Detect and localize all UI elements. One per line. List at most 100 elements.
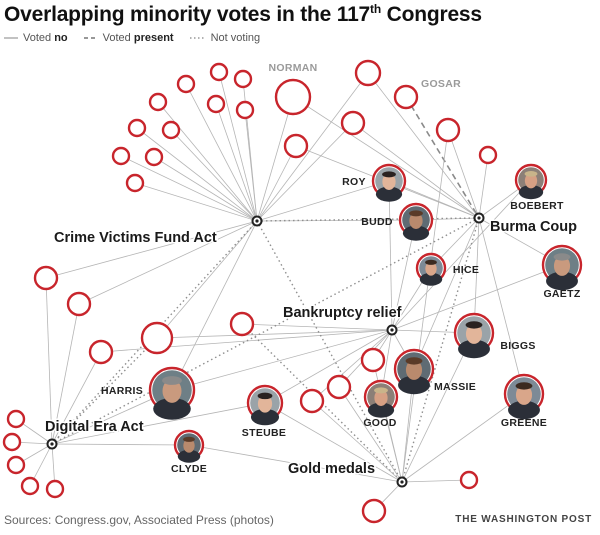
vote-edge-no	[401, 393, 525, 483]
member-node	[33, 265, 59, 291]
vote-edge-not-voting	[256, 217, 480, 222]
member-label-harris: HARRIS	[101, 385, 143, 397]
vote-edge-no	[367, 72, 480, 219]
vote-edge-no	[256, 96, 294, 222]
member-label-steube: STEUBE	[242, 427, 286, 439]
dotted-line-icon	[189, 37, 206, 39]
member-node	[144, 147, 164, 167]
vote-edge-no	[45, 220, 258, 279]
member-label-hice: HICE	[453, 264, 479, 276]
member-node	[283, 133, 309, 159]
title-end: Congress	[380, 3, 482, 26]
member-label-clyde: CLYDE	[171, 463, 207, 475]
member-node-biggs	[453, 312, 495, 359]
member-node	[176, 74, 196, 94]
member-node	[340, 110, 366, 136]
member-node	[6, 409, 26, 429]
member-node	[20, 476, 40, 496]
vote-edge-no	[413, 217, 480, 370]
member-node-budd	[398, 202, 434, 241]
member-node-steube	[246, 384, 284, 426]
legend-not-voting-label: Not voting	[210, 32, 261, 44]
member-node-harris	[148, 366, 196, 420]
member-node-roy	[371, 163, 407, 202]
member-label-biggs: BIGGS	[500, 340, 535, 352]
vote-edge-no	[292, 96, 480, 219]
vote-edge-no	[120, 155, 258, 222]
hub-digital	[46, 438, 58, 450]
member-node	[209, 62, 229, 82]
vote-edge-no	[338, 386, 403, 483]
vote-edge-no	[401, 479, 470, 483]
vote-edge-no	[185, 83, 258, 222]
member-node	[326, 374, 352, 400]
page-title: Overlapping minority votes in the 117th …	[4, 2, 482, 27]
vote-edge-no	[256, 72, 369, 222]
sources-note: Sources: Congress.gov, Associated Press …	[4, 513, 274, 527]
hub-bankruptcy	[386, 324, 398, 336]
vote-edge-no	[134, 182, 258, 222]
vote-edge-no	[264, 329, 393, 404]
member-label-greene: GREENE	[501, 417, 547, 429]
member-node-gaetz	[541, 244, 583, 291]
vote-edge-no	[256, 219, 417, 222]
vote-edge-not-voting	[256, 220, 403, 483]
vote-edge-not-voting	[401, 217, 480, 483]
member-node	[66, 291, 92, 317]
member-label-norman: NORMAN	[268, 62, 317, 74]
member-node	[361, 498, 387, 524]
hub-crime	[251, 215, 263, 227]
member-label-gaetz: GAETZ	[543, 288, 580, 300]
member-node	[88, 339, 114, 365]
vote-edge-no	[156, 220, 258, 339]
member-node	[235, 100, 255, 120]
vote-edge-no	[215, 103, 258, 222]
legend-not-voting: Not voting	[189, 32, 261, 44]
member-node	[206, 94, 226, 114]
vote-edge-no	[311, 329, 393, 402]
vote-edge-no	[401, 332, 475, 483]
member-node	[125, 173, 145, 193]
member-node	[2, 432, 22, 452]
member-label-budd: BUDD	[361, 216, 393, 228]
hub-gold	[396, 476, 408, 488]
member-node	[459, 470, 479, 490]
hub-label-gold: Gold medals	[288, 461, 375, 477]
hub-burma	[473, 212, 485, 224]
vote-edge-no	[170, 129, 258, 222]
title-main: Overlapping minority votes in the 117	[4, 3, 371, 26]
member-node-massie	[393, 348, 435, 395]
member-node-norman	[274, 78, 312, 116]
legend-voted-present-label: Voted present	[102, 32, 174, 44]
hub-label-crime: Crime Victims Fund Act	[54, 230, 217, 246]
solid-line-icon	[4, 37, 18, 39]
member-node-gosar	[393, 84, 419, 110]
nodes-layer	[2, 59, 583, 524]
vote-edge-no	[256, 145, 297, 222]
vote-edge-no	[256, 180, 390, 222]
member-node	[233, 69, 253, 89]
vote-edge-no	[218, 71, 258, 222]
member-node-boebert	[514, 163, 548, 200]
vote-edge-no	[388, 180, 393, 331]
member-label-boebert: BOEBERT	[510, 200, 564, 212]
vote-edge-no	[241, 323, 393, 331]
member-label-massie: MASSIE	[434, 381, 476, 393]
publisher-credit: THE WASHINGTON POST	[455, 514, 592, 525]
vote-edge-no	[264, 402, 403, 483]
vote-edge-no	[45, 277, 53, 445]
member-label-roy: ROY	[342, 176, 366, 188]
vote-edge-no	[352, 122, 480, 219]
dashed-line-icon	[83, 37, 98, 39]
vote-edge-no	[51, 351, 102, 445]
member-node	[299, 388, 325, 414]
member-node	[435, 117, 461, 143]
vote-edge-no	[171, 220, 258, 391]
member-node	[127, 118, 147, 138]
member-node-greene	[503, 373, 545, 420]
labels-layer: NORMAN GOSAR ROY BUDD BOEBERT HICE GAETZ BIGGS M…	[44, 62, 581, 479]
member-label-good: GOOD	[363, 417, 396, 429]
legend-voted-no-label: Voted no	[23, 32, 68, 44]
member-label-gosar: GOSAR	[421, 78, 461, 90]
